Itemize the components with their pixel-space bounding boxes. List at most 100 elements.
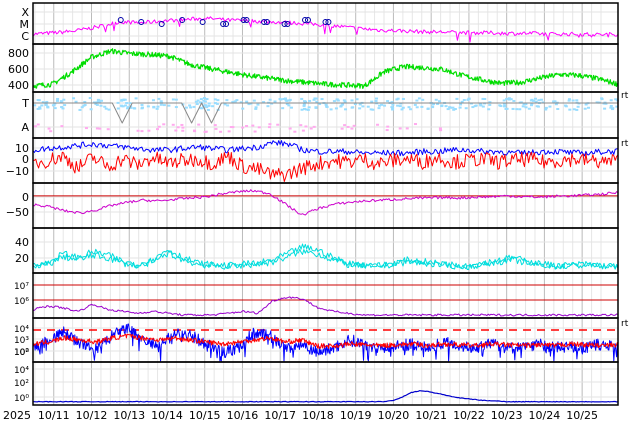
polarity-dot-t [189,106,193,109]
polarity-dot-t [409,108,413,111]
y-tick-label: T [21,97,29,110]
panel-frames [32,2,619,406]
x-tick-label: 10/24 [529,409,561,422]
polarity-dot-t [417,97,421,100]
polarity-dot-t [488,103,492,106]
polarity-dot-t [235,99,239,102]
polarity-dot-t [378,104,382,107]
polarity-dot-t [146,105,150,108]
x-axis-labels: 2025 10/11 10/12 10/13 10/14 10/15 10/16 10/17… [3,409,598,422]
polarity-dot-t [63,104,67,107]
polarity-dot-t [300,108,304,111]
polarity-dot-t [341,103,345,106]
polarity-dot-t [518,108,522,111]
polarity-dot-t [159,103,163,106]
polarity-dot-t [122,98,126,101]
polarity-dot-t [83,100,87,103]
polarity-dot-t [383,104,387,107]
polarity-dot-t [314,106,318,109]
polarity-dot-t [38,107,42,110]
flare-marker [199,19,206,25]
polarity-dot-a [293,130,297,133]
chart-series [32,16,619,403]
x-tick-label: 10/14 [151,409,183,422]
polarity-dot-a [229,126,233,129]
polarity-dot-t [415,106,419,109]
polarity-dot-t [256,103,260,106]
y-tick-label: 40 [15,236,29,249]
bz-line [32,151,619,182]
chart-grid [33,3,618,405]
polarity-dot-t [431,105,435,108]
polarity-dot-t [324,103,328,106]
polarity-dot-t [460,100,464,103]
polarity-dot-t [196,99,200,102]
polarity-dot-a [312,125,316,128]
polarity-dot-t [203,100,207,103]
polarity-dot-t [289,106,293,109]
polarity-dot-t [213,98,217,101]
polarity-dot-t [413,103,417,106]
polarity-dot-t [512,99,516,102]
polarity-dot-t [505,97,509,100]
polarity-dot-t [479,104,483,107]
polarity-dot-t [192,105,196,108]
x-tick-label: 10/11 [38,409,70,422]
polarity-dot-t [515,108,519,111]
polarity-dot-t [223,103,227,106]
polarity-dot-t [45,100,49,103]
polarity-dot-t [100,99,104,102]
polarity-dot-t [33,104,37,107]
polarity-dot-t [303,100,307,103]
polarity-dot-t [304,108,308,111]
polarity-dot-t [262,101,266,104]
polarity-dot-t [358,107,362,110]
polarity-dot-t [205,98,209,101]
polarity-dot-t [332,100,336,103]
polarity-dot-t [104,107,108,110]
polarity-dot-a [181,126,185,129]
polarity-dot-t [399,102,403,105]
x-tick-label: 10/20 [378,409,410,422]
polarity-dot-t [202,99,206,102]
polarity-dot-a [95,127,99,130]
polarity-dot-t [83,103,87,106]
polarity-dot-t [462,99,466,102]
x-tick-label: 10/16 [227,409,259,422]
x-tick-label: 10/22 [453,409,485,422]
panel-frame [32,182,619,229]
polarity-dot-t [440,105,444,108]
polarity-dot-a [60,125,64,128]
polarity-dot-t [283,97,287,100]
polarity-dot-t [62,98,66,101]
polarity-dot-a [98,127,102,130]
polarity-dot-t [609,106,613,109]
polarity-dot-t [370,100,374,103]
flare-marker [223,21,230,27]
polarity-dot-a [176,126,180,129]
polarity-dot-a [439,129,443,132]
polarity-dot-t [313,97,317,100]
polarity-dot-t [195,103,199,106]
polarity-dot-t [318,103,322,106]
polarity-dot-t [584,103,588,106]
polarity-dot-a [267,126,271,129]
polarity-dot-t [174,106,178,109]
polarity-dot-t [369,108,373,111]
polarity-dot-t [140,107,144,110]
flare-series-line [32,16,619,43]
polarity-dot-t [312,98,316,101]
polarity-dot-a [162,123,166,126]
polarity-dot-t [548,105,552,108]
polarity-dot-t [488,101,492,104]
polarity-dot-t [541,101,545,104]
polarity-dot-t [386,100,390,103]
polarity-dot-t [329,108,333,111]
polarity-dot-t [554,103,558,106]
polarity-dot-a [309,127,313,130]
polarity-dot-t [282,97,286,100]
polarity-dot-a [106,128,110,131]
polarity-dot-a [398,127,402,130]
polarity-dot-t [202,97,206,100]
polarity-dot-t [544,106,548,109]
